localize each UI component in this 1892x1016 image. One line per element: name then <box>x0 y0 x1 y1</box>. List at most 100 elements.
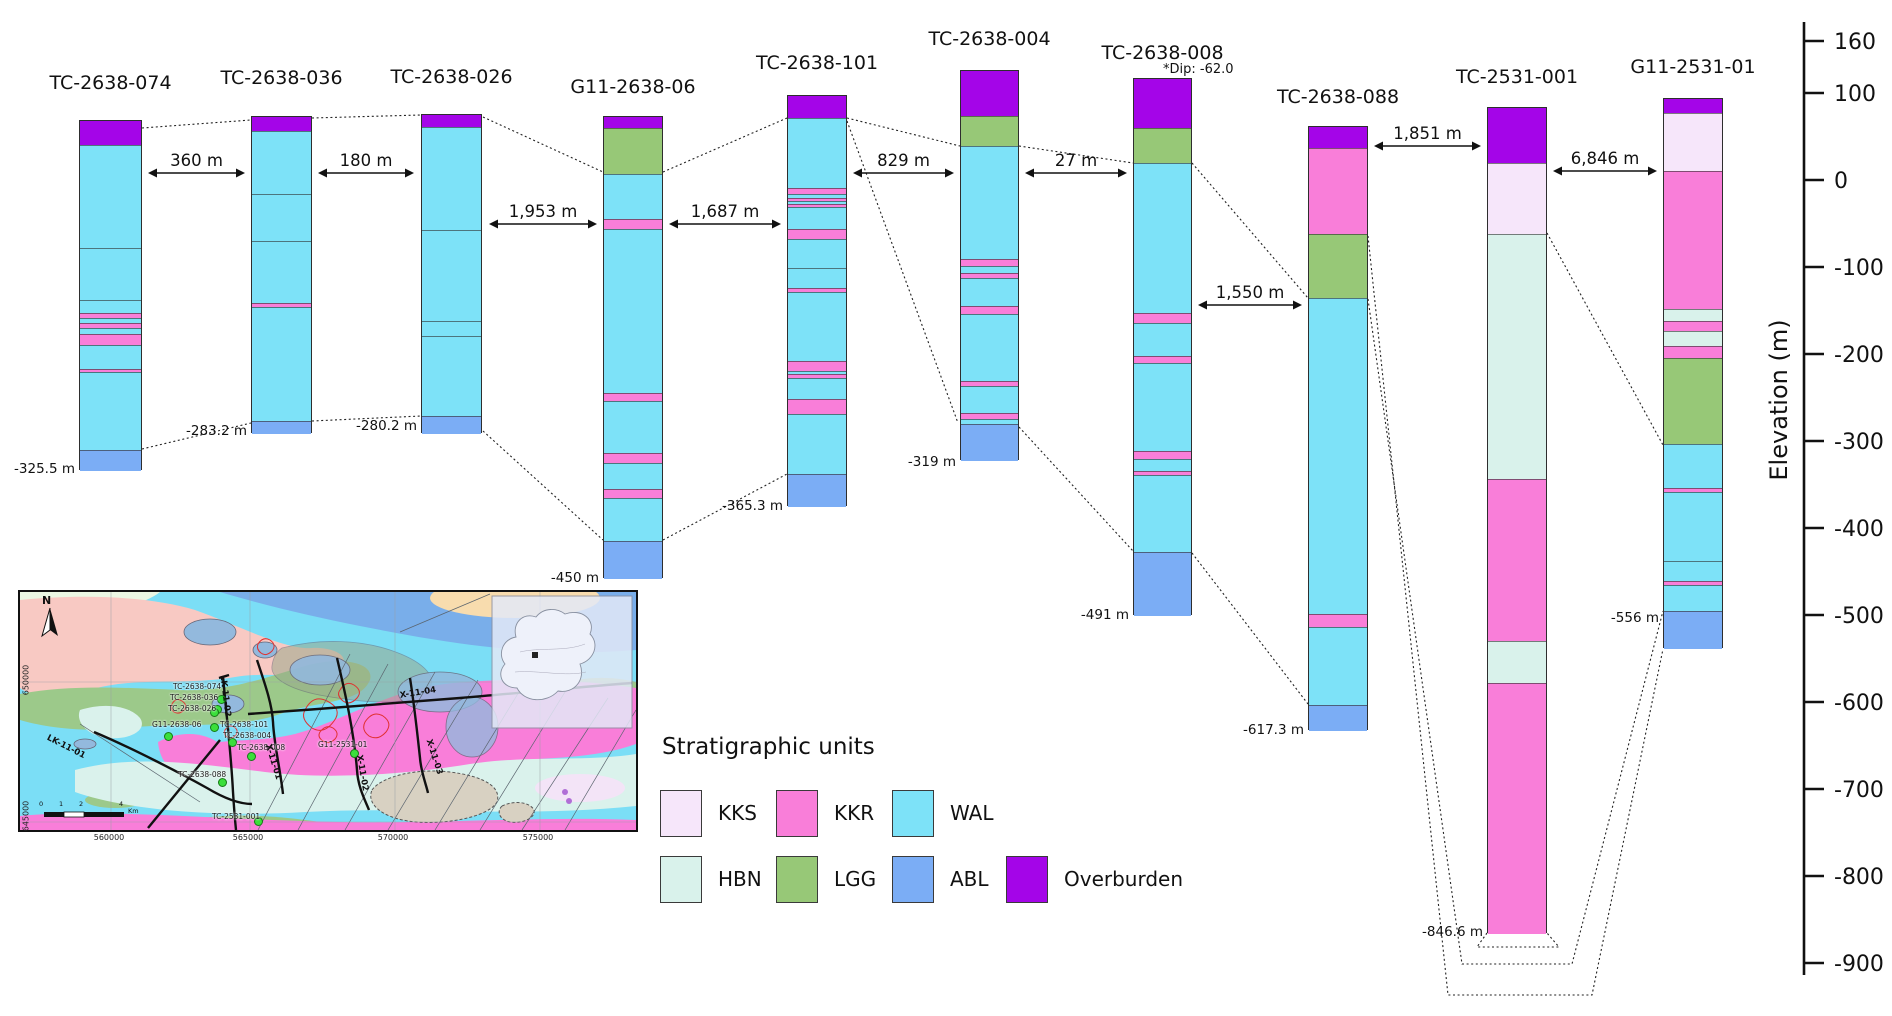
borehole-column <box>603 116 663 579</box>
stratigraphic-segment-kkr <box>788 188 846 194</box>
stratigraphic-segment-kkr <box>961 381 1018 386</box>
correlation-line <box>311 114 422 119</box>
stratigraphic-segment-kkr <box>604 219 662 229</box>
stratigraphic-segment-wal <box>604 401 662 453</box>
borehole-column <box>421 114 482 434</box>
ireland-outline <box>500 609 596 701</box>
arrowhead-right-icon <box>405 168 414 178</box>
borehole-column <box>79 120 142 471</box>
borehole-column <box>1308 126 1368 731</box>
arrowhead-right-icon <box>772 219 781 229</box>
arrowhead-right-icon <box>1118 168 1127 178</box>
legend-swatch-kkr <box>776 790 818 837</box>
stratigraphic-segment-wal <box>788 118 846 188</box>
stratigraphic-segment-wal <box>422 230 481 321</box>
stratigraphic-segment-wal <box>252 307 311 421</box>
stratigraphic-segment-kks <box>1488 163 1546 234</box>
axis-tick-label: 100 <box>1834 82 1876 107</box>
stratigraphic-segment-abl <box>252 421 311 434</box>
elevation-axis-title: Elevation (m) <box>1765 319 1793 481</box>
map-inset: N TC-2638-074 TC-2638-036 TC-2638-026 G11-26… <box>18 590 638 852</box>
distance-label: 27 m <box>1055 151 1097 170</box>
borehole-title: TC-2531-001 <box>1455 66 1579 88</box>
arrowhead-left-icon <box>1198 300 1207 310</box>
stratigraphic-segment-kkr <box>1488 683 1546 934</box>
stratigraphic-segment-ovb <box>788 96 846 118</box>
map-salmon-unit <box>20 596 344 696</box>
stratigraphic-segment-abl <box>1664 611 1722 649</box>
correlation-line <box>482 430 604 541</box>
stratigraphic-segment-kks <box>1664 113 1722 171</box>
stratigraphic-segment-wal <box>1664 561 1722 581</box>
stratigraphic-segment-wal <box>788 292 846 361</box>
borehole-title: G11-2531-01 <box>1630 56 1756 78</box>
borehole-column <box>787 95 847 507</box>
correlation-line <box>662 473 788 541</box>
stratigraphic-segment-abl <box>788 474 846 507</box>
borehole-column <box>1663 98 1723 649</box>
stratigraphic-segment-wal <box>961 278 1018 306</box>
arrowhead-left-icon <box>489 219 498 229</box>
borehole-column <box>251 116 312 434</box>
stratigraphic-segment-wal <box>1664 444 1722 488</box>
stratigraphic-segment-wal <box>788 378 846 399</box>
stratigraphic-segment-kkr <box>1664 488 1722 492</box>
stratigraphic-segment-wal <box>604 498 662 541</box>
stratigraphic-segment-wal <box>1134 459 1191 471</box>
map-scale-bar <box>44 811 124 818</box>
legend-label: LGG <box>834 867 877 891</box>
stratigraphic-segment-ovb <box>604 117 662 128</box>
legend-label: Overburden <box>1064 867 1184 891</box>
stratigraphic-segment-kkr <box>80 334 141 345</box>
stratigraphic-segment-wal <box>788 371 846 374</box>
stratigraphic-segment-kkr <box>788 198 846 201</box>
arrowhead-left-icon <box>1025 168 1034 178</box>
stratigraphic-segment-wal <box>788 268 846 288</box>
stratigraphic-segment-ovb <box>961 71 1018 116</box>
axis-tick-label: -200 <box>1834 343 1884 368</box>
stratigraphic-segment-kkr <box>961 306 1018 314</box>
stratigraphic-segment-kkr <box>788 399 846 414</box>
distance-label: 829 m <box>877 151 930 170</box>
axis-tick-label: 160 <box>1834 30 1876 55</box>
stratigraphic-segment-wal <box>604 463 662 489</box>
axis-tick-label: -700 <box>1834 778 1884 803</box>
ireland-location-marker <box>532 652 538 658</box>
borehole-depth-label: -556 m <box>1610 610 1659 626</box>
stratigraphic-segment-wal <box>604 229 662 393</box>
stratigraphic-segment-kkr <box>1664 581 1722 585</box>
correlation-line <box>662 117 788 173</box>
stratigraphic-segment-wal <box>961 419 1018 424</box>
stratigraphic-segment-wal <box>422 336 481 416</box>
axis-tick-label: -900 <box>1834 952 1884 977</box>
axis-tick-label: -300 <box>1834 430 1884 455</box>
borehole-title: TC-2638-004 <box>928 28 1051 50</box>
legend-swatch-hbn <box>660 856 702 903</box>
distance-label: 1,953 m <box>509 202 578 221</box>
borehole-title: TC-2638-074 <box>49 72 172 94</box>
stratigraphic-segment-wal <box>80 145 141 248</box>
stratigraphic-segment-kkr <box>80 323 141 328</box>
stratigraphic-segment-wal <box>422 127 481 230</box>
distance-label: 1,687 m <box>691 202 760 221</box>
borehole-depth-label: -846.6 m <box>1422 924 1483 940</box>
stratigraphic-segment-wal <box>252 194 311 241</box>
stratigraphic-segment-wal <box>961 266 1018 273</box>
stratigraphic-segment-lgg <box>1134 128 1191 163</box>
stratigraphic-segment-abl <box>604 541 662 579</box>
stratigraphic-segment-kkr <box>788 229 846 239</box>
stratigraphic-segment-wal <box>1309 627 1367 705</box>
stratigraphic-segment-kkr <box>80 369 141 372</box>
axis-tick-label: 0 <box>1834 169 1848 194</box>
stratigraphic-segment-wal <box>788 201 846 204</box>
correlation-line <box>846 117 961 147</box>
correlation-line <box>141 422 252 450</box>
arrowhead-left-icon <box>148 168 157 178</box>
stratigraphic-segment-wal <box>1134 363 1191 451</box>
map-coord-label: 570000 <box>377 833 409 842</box>
stratigraphic-segment-kkr <box>604 453 662 463</box>
correlation-polyline <box>1475 932 1561 948</box>
arrowhead-left-icon <box>318 168 327 178</box>
borehole-depth-label: -325.5 m <box>14 461 75 477</box>
